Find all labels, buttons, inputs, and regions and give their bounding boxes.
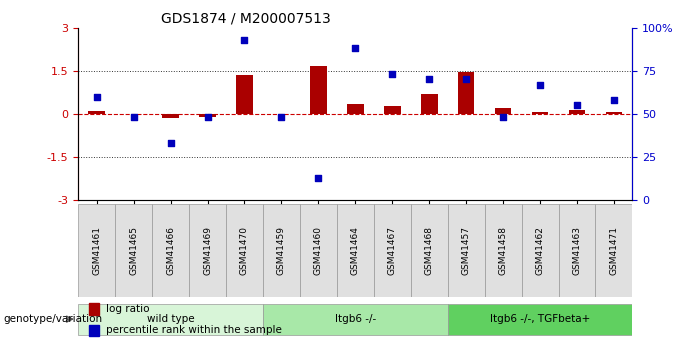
Bar [347,104,364,114]
Point [534,82,545,87]
Text: GSM41467: GSM41467 [388,226,396,275]
Bar [152,204,189,297]
Text: GSM41460: GSM41460 [314,226,323,275]
Bar [89,325,99,336]
Bar [485,204,522,297]
Bar [263,304,447,335]
Bar [189,204,226,297]
Point [91,94,102,99]
Bar [78,204,115,297]
Text: GSM41464: GSM41464 [351,226,360,275]
Text: Itgb6 -/-: Itgb6 -/- [335,314,376,324]
Text: GDS1874 / M200007513: GDS1874 / M200007513 [161,11,331,25]
Point [571,102,582,108]
Text: wild type: wild type [147,314,194,324]
Point [460,77,471,82]
Bar [458,72,475,114]
Bar [263,204,300,297]
Bar [163,114,179,118]
Point [165,140,176,146]
Bar [522,204,558,297]
Bar [125,114,142,115]
Bar [236,75,253,114]
Point [313,175,324,180]
Bar [384,106,401,114]
Point [350,46,360,51]
Text: GSM41458: GSM41458 [498,226,507,275]
Bar [78,304,263,335]
Bar [115,204,152,297]
Text: log ratio: log ratio [106,304,150,314]
Bar [300,204,337,297]
Text: GSM41457: GSM41457 [462,226,471,275]
Bar [310,66,326,114]
Text: GSM41470: GSM41470 [240,226,249,275]
Bar [337,204,374,297]
Text: GSM41468: GSM41468 [425,226,434,275]
Text: GSM41461: GSM41461 [92,226,101,275]
Text: Itgb6 -/-, TGFbeta+: Itgb6 -/-, TGFbeta+ [490,314,590,324]
Bar [532,111,548,114]
Text: GSM41471: GSM41471 [609,226,618,275]
Text: genotype/variation: genotype/variation [3,314,103,324]
Bar [568,110,585,114]
Bar [273,114,290,115]
Text: GSM41462: GSM41462 [536,226,545,275]
Point [498,115,509,120]
Text: GSM41463: GSM41463 [573,226,581,275]
Text: GSM41469: GSM41469 [203,226,212,275]
Bar [226,204,263,297]
Bar [558,204,596,297]
Bar [596,204,632,297]
Point [239,37,250,42]
Bar [411,204,447,297]
Bar [447,304,632,335]
Text: percentile rank within the sample: percentile rank within the sample [106,325,282,335]
Point [424,77,435,82]
Bar [374,204,411,297]
Bar [447,204,485,297]
Bar [88,111,105,114]
Text: GSM41466: GSM41466 [166,226,175,275]
Point [609,97,619,103]
Bar [606,112,622,114]
Text: GSM41465: GSM41465 [129,226,138,275]
Point [128,115,139,120]
Point [202,115,213,120]
Bar [495,108,511,114]
Text: GSM41459: GSM41459 [277,226,286,275]
Point [387,71,398,77]
Bar [199,114,216,117]
Point [276,115,287,120]
Bar [89,303,99,315]
Bar [421,94,437,114]
